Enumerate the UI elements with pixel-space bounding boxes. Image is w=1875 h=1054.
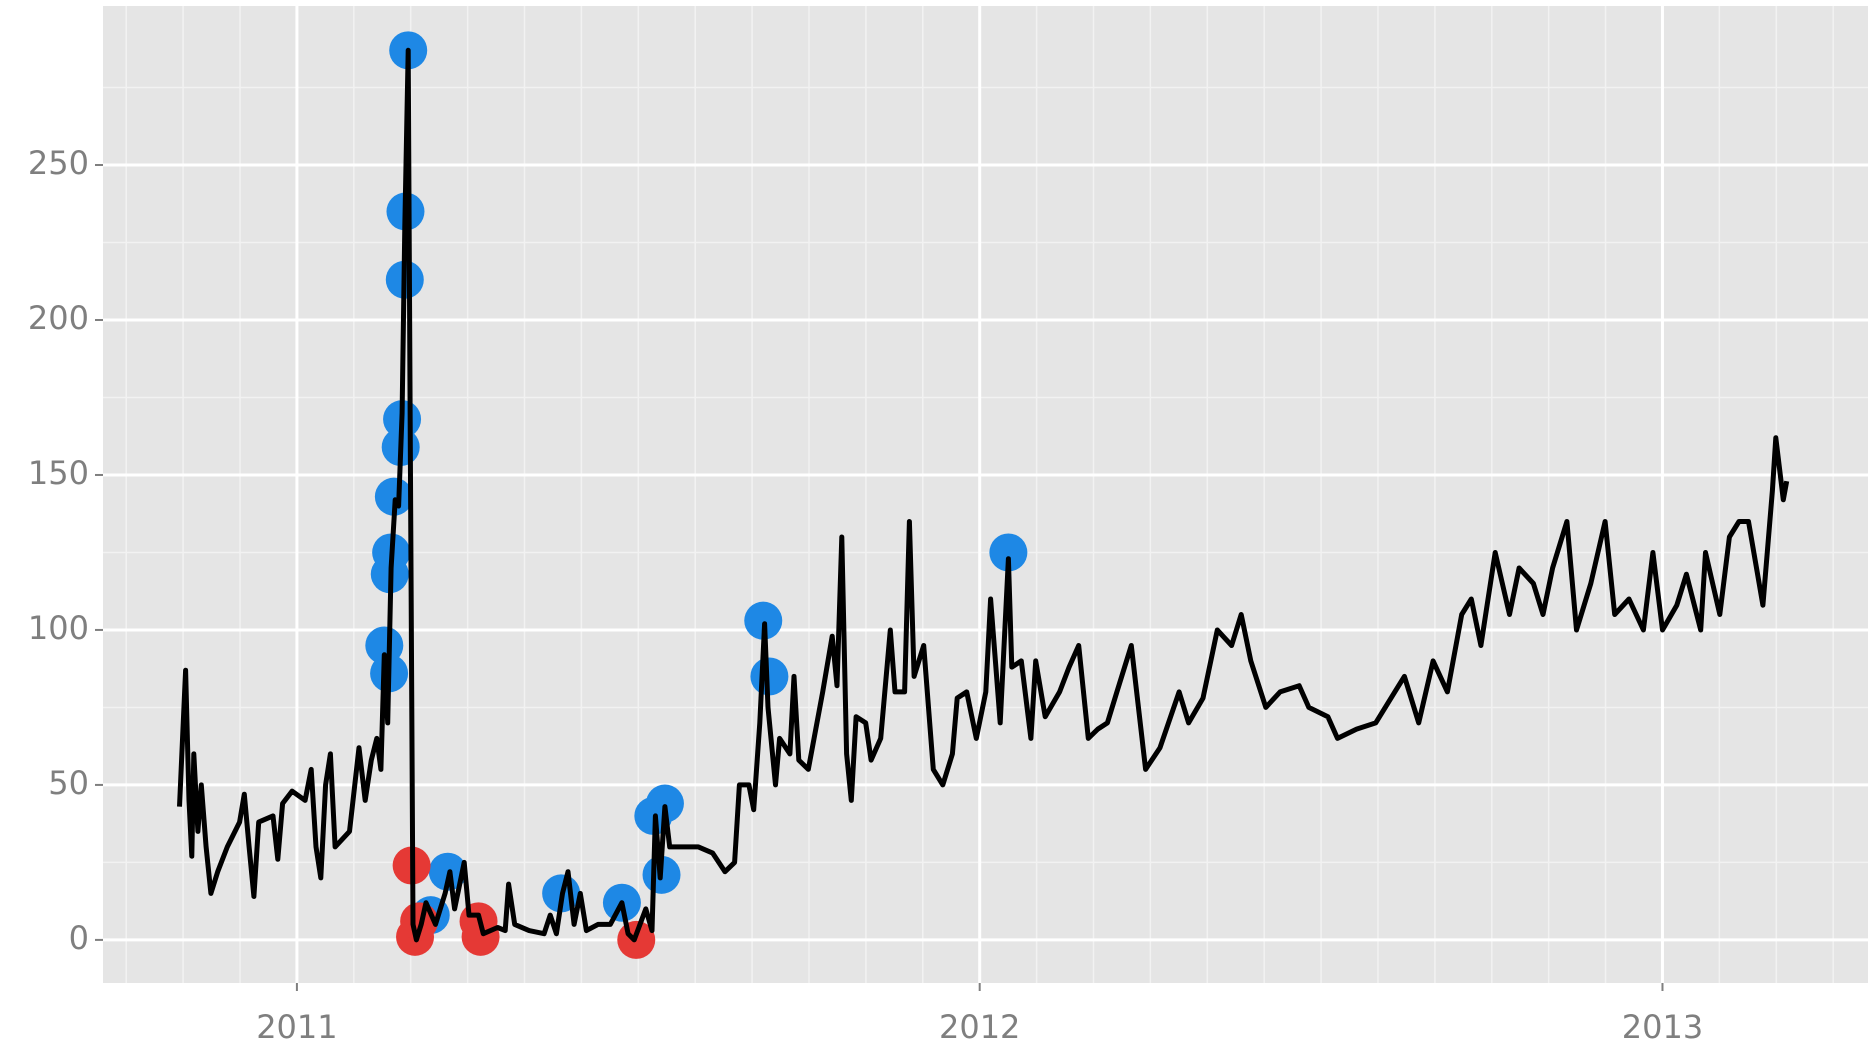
anomaly-point [374, 477, 413, 516]
x-tick-label: 2012 [939, 1008, 1020, 1046]
anomaly-point [989, 533, 1028, 572]
x-tick-label: 2013 [1622, 1008, 1703, 1046]
anomaly-point [645, 784, 684, 823]
anomaly-point [744, 601, 783, 640]
series-line [177, 47, 1790, 943]
y-tick-label: 250 [28, 144, 89, 182]
anomaly-point [461, 917, 500, 956]
y-tick-label: 150 [28, 454, 89, 492]
y-tick-label: 100 [28, 609, 89, 647]
y-tick-label: 50 [48, 764, 89, 802]
plot-panel [103, 6, 1868, 983]
x-tick-label: 2011 [256, 1008, 337, 1046]
y-tick-label: 200 [28, 299, 89, 337]
y-tick-label: 0 [69, 919, 89, 957]
